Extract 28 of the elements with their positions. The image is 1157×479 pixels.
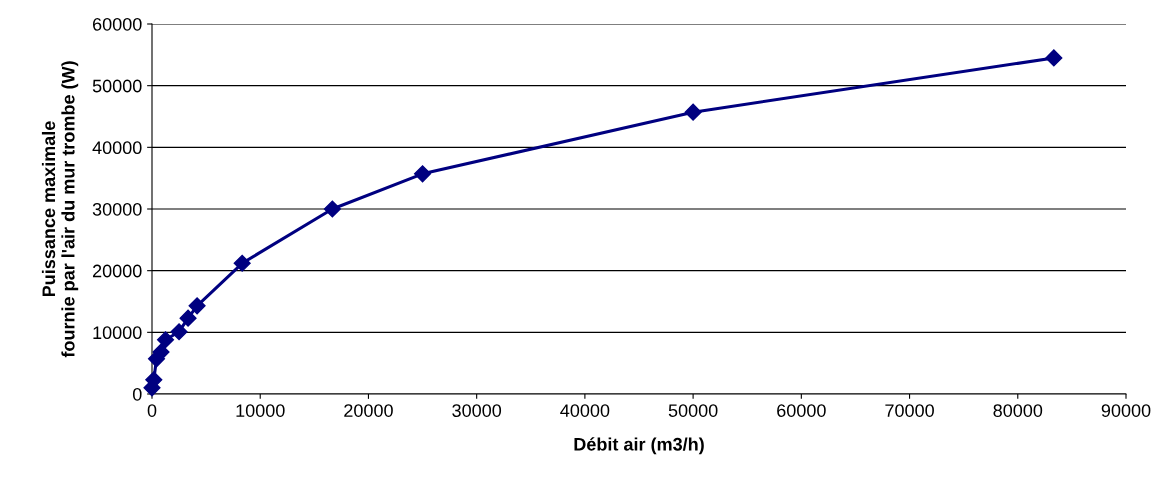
x-tick-label: 20000: [344, 404, 393, 417]
x-tick-label: 10000: [236, 404, 285, 417]
y-tick-label: 60000: [92, 17, 142, 31]
y-tick-label: 30000: [92, 202, 142, 216]
x-tick-label: 90000: [1101, 404, 1151, 417]
y-tick-label: 40000: [92, 141, 142, 155]
x-tick-label: 40000: [560, 404, 610, 417]
y-tick-label: 10000: [93, 326, 142, 340]
point: [233, 254, 251, 272]
x-tick-label: 50000: [668, 404, 718, 417]
x-tick-label: 80000: [993, 404, 1043, 417]
point: [170, 323, 188, 341]
y-tick-label: 0: [132, 387, 142, 401]
point: [323, 200, 341, 218]
y-axis-title: Puissance maximale fournie par l'air du mur trombe (W): [41, 61, 79, 358]
point: [188, 297, 206, 315]
point: [414, 165, 432, 183]
x-tick-label: 60000: [777, 404, 826, 417]
x-tick-label: 0: [147, 404, 157, 417]
point: [156, 331, 175, 349]
y-tick-label: 50000: [92, 79, 142, 93]
point: [179, 309, 197, 327]
x-axis-title: Débit air (m3/h): [574, 437, 704, 455]
point: [1045, 49, 1063, 67]
point: [684, 103, 702, 121]
x-tick-label: 70000: [885, 404, 934, 417]
y-tick-label: 20000: [92, 264, 142, 278]
x-tick-label: 30000: [452, 404, 502, 417]
